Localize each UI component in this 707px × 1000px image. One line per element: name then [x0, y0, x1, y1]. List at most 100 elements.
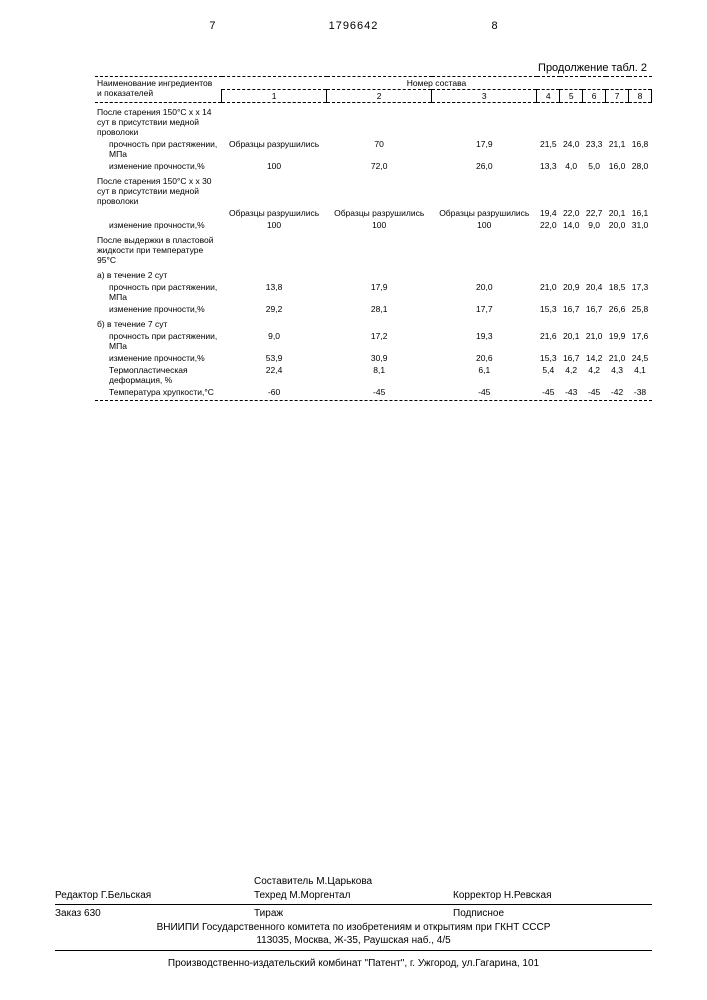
cell: 24,5: [629, 352, 652, 364]
section-title: После старения 150°C х х 30 сут в присут…: [95, 172, 222, 207]
editor: Редактор Г.Бельская: [55, 889, 254, 903]
cell: 16,0: [606, 160, 629, 172]
cell: 72,0: [327, 160, 432, 172]
cell: 53,9: [222, 352, 327, 364]
col-header: 7: [606, 90, 629, 103]
cell: 31,0: [629, 219, 652, 231]
org-line-1: ВНИИПИ Государственного комитета по изоб…: [55, 921, 652, 935]
publisher: Производственно-издательский комбинат "П…: [55, 957, 652, 971]
cell: 22,0: [537, 219, 560, 231]
cell: 20,6: [432, 352, 537, 364]
cell: 22,4: [222, 364, 327, 386]
row-label: прочность при растяжении, МПа: [95, 138, 222, 160]
cell: 19,3: [432, 330, 537, 352]
row-label: изменение прочности,%: [95, 160, 222, 172]
page-header: 7 1796642 8: [0, 0, 707, 32]
cell: 100: [327, 219, 432, 231]
circulation: Тираж: [254, 907, 453, 921]
cell: 14,0: [560, 219, 583, 231]
table-head-label: Наименование ингредиентов и показателей: [95, 77, 222, 103]
cell: -45: [432, 386, 537, 398]
cell: 19,4: [537, 207, 560, 219]
cell: 4,3: [606, 364, 629, 386]
cell: 17,6: [629, 330, 652, 352]
row-label: изменение прочности,%: [95, 352, 222, 364]
row-label: прочность при растяжении, МПа: [95, 281, 222, 303]
cell: 15,3: [537, 352, 560, 364]
cell: 16,8: [629, 138, 652, 160]
cell: 15,3: [537, 303, 560, 315]
col-header: 6: [583, 90, 606, 103]
cell: 18,5: [606, 281, 629, 303]
cell: 19,9: [606, 330, 629, 352]
cell: 23,3: [583, 138, 606, 160]
cell: 17,7: [432, 303, 537, 315]
section-title: После выдержки в пластовой жидкости при …: [95, 231, 222, 266]
order: Заказ 630: [55, 907, 254, 921]
col-header: 1: [222, 90, 327, 103]
row-label: прочность при растяжении, МПа: [95, 330, 222, 352]
cell: 9,0: [222, 330, 327, 352]
cell: 17,2: [327, 330, 432, 352]
cell: -42: [606, 386, 629, 398]
cell: 20,1: [606, 207, 629, 219]
footer-block: Составитель М.Царькова Редактор Г.Бельск…: [55, 875, 652, 970]
cell: -38: [629, 386, 652, 398]
cell: 21,0: [537, 281, 560, 303]
cell: 21,0: [606, 352, 629, 364]
page-num-left: 7: [209, 20, 215, 32]
cell: Образцы разрушились: [432, 207, 537, 219]
col-header: 5: [560, 90, 583, 103]
cell: 16,1: [629, 207, 652, 219]
cell: 29,2: [222, 303, 327, 315]
cell: -45: [327, 386, 432, 398]
cell: 4,0: [560, 160, 583, 172]
cell: 30,9: [327, 352, 432, 364]
cell: 70: [327, 138, 432, 160]
cell: 26,0: [432, 160, 537, 172]
section-title: После старения 150°C х х 14 сут в присут…: [95, 103, 222, 139]
col-header: 2: [327, 90, 432, 103]
cell: 8,1: [327, 364, 432, 386]
cell: 5,4: [537, 364, 560, 386]
cell: -43: [560, 386, 583, 398]
cell: Образцы разрушились: [327, 207, 432, 219]
row-label: изменение прочности,%: [95, 303, 222, 315]
page-num-right: 8: [491, 20, 497, 32]
cell: 17,9: [327, 281, 432, 303]
cell: 21,0: [583, 330, 606, 352]
cell: 21,5: [537, 138, 560, 160]
cell: 9,0: [583, 219, 606, 231]
cell: 13,3: [537, 160, 560, 172]
cell: 4,2: [583, 364, 606, 386]
cell: 100: [432, 219, 537, 231]
cell: 100: [222, 160, 327, 172]
cell: 6,1: [432, 364, 537, 386]
cell: 16,7: [560, 352, 583, 364]
compiler: Составитель М.Царькова: [254, 875, 453, 889]
cell: 24,0: [560, 138, 583, 160]
cell: 21,1: [606, 138, 629, 160]
cell: 13,8: [222, 281, 327, 303]
cell: -60: [222, 386, 327, 398]
corrector: Корректор Н.Ревская: [453, 889, 652, 903]
row-label: Термопластическая деформация, %: [95, 364, 222, 386]
cell: 20,0: [606, 219, 629, 231]
subscription: Подписное: [453, 907, 652, 921]
table-continuation: Продолжение табл. 2: [0, 32, 707, 74]
cell: 17,9: [432, 138, 537, 160]
cell: 20,1: [560, 330, 583, 352]
section-title: а) в течение 2 сут: [95, 266, 222, 281]
cell: Образцы разрушились: [222, 207, 327, 219]
cell: Образцы разрушились: [222, 138, 327, 160]
cell: 100: [222, 219, 327, 231]
cell: 20,0: [432, 281, 537, 303]
cell: 28,0: [629, 160, 652, 172]
cell: 14,2: [583, 352, 606, 364]
cell: 4,2: [560, 364, 583, 386]
patent-number: 1796642: [329, 20, 379, 32]
org-line-2: 113035, Москва, Ж-35, Раушская наб., 4/5: [55, 934, 652, 948]
cell: -45: [583, 386, 606, 398]
cell: 4,1: [629, 364, 652, 386]
cell: 21,6: [537, 330, 560, 352]
